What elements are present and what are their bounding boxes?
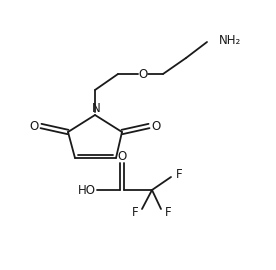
Text: F: F	[132, 207, 138, 220]
Text: O: O	[138, 68, 148, 80]
Text: O: O	[117, 150, 127, 163]
Text: F: F	[165, 207, 171, 220]
Text: NH₂: NH₂	[219, 33, 241, 46]
Text: HO: HO	[78, 184, 96, 197]
Text: O: O	[151, 120, 161, 133]
Text: O: O	[29, 120, 39, 133]
Text: N: N	[92, 103, 100, 116]
Text: F: F	[176, 167, 182, 181]
